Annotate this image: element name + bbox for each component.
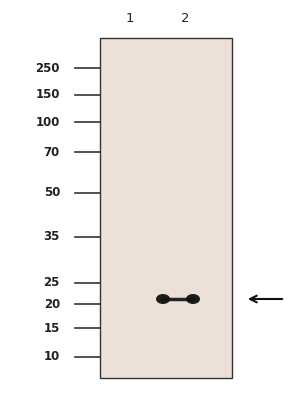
Text: 25: 25 xyxy=(44,276,60,290)
Text: 35: 35 xyxy=(44,230,60,244)
Bar xyxy=(100,38,232,378)
Text: 2: 2 xyxy=(181,12,189,24)
Ellipse shape xyxy=(156,294,170,304)
Text: 100: 100 xyxy=(36,116,60,128)
Text: 70: 70 xyxy=(44,146,60,158)
Ellipse shape xyxy=(186,294,200,304)
Text: 20: 20 xyxy=(44,298,60,310)
Text: 150: 150 xyxy=(36,88,60,102)
Text: 15: 15 xyxy=(44,322,60,334)
Text: 50: 50 xyxy=(44,186,60,200)
Text: 1: 1 xyxy=(126,12,134,24)
Text: 10: 10 xyxy=(44,350,60,364)
Text: 250: 250 xyxy=(36,62,60,74)
